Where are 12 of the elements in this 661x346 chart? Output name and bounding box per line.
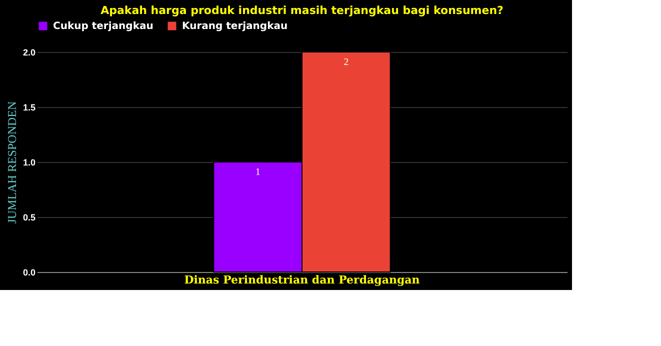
data-label: 2 bbox=[344, 57, 349, 68]
y-tick-label: 2.0 bbox=[22, 48, 36, 58]
y-axis-title: JUMLAH RESPONDEN bbox=[4, 100, 19, 224]
y-tick-label: 1.5 bbox=[22, 102, 36, 112]
y-tick-label: 0.0 bbox=[22, 268, 36, 278]
legend-label: Kurang terjangkau bbox=[182, 21, 288, 32]
y-tick-label: 1.0 bbox=[22, 158, 36, 168]
data-label: 1 bbox=[255, 167, 260, 178]
legend-label: Cukup terjangkau bbox=[53, 21, 154, 32]
x-tick-label: Dinas Perindustrian dan Perdagangan bbox=[184, 274, 420, 286]
chart-title: Apakah harga produk industri masih terjangkau bagi konsumen? bbox=[100, 4, 504, 17]
y-tick-label: 0.5 bbox=[22, 212, 36, 222]
